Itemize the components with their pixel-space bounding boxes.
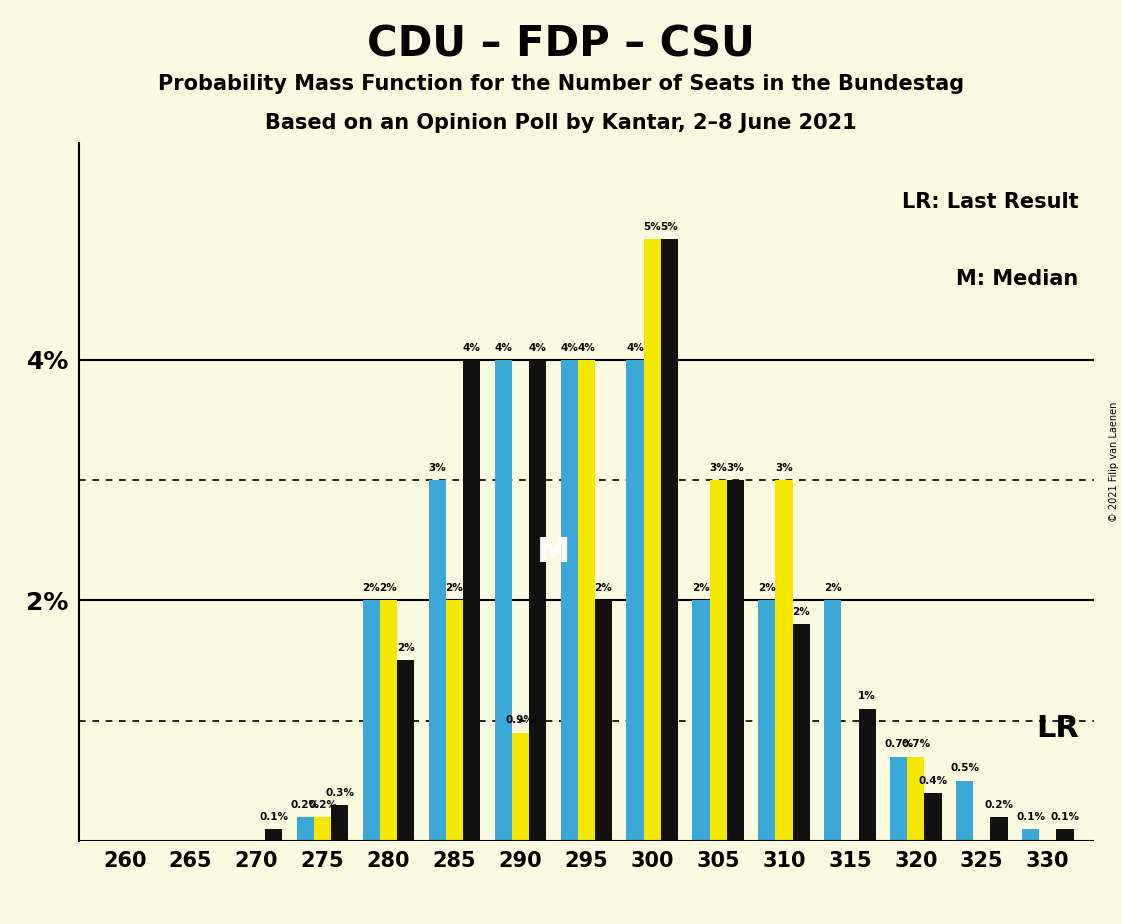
Text: Probability Mass Function for the Number of Seats in the Bundestag: Probability Mass Function for the Number… [158, 74, 964, 94]
Text: 2%: 2% [445, 583, 463, 593]
Text: 3%: 3% [429, 463, 447, 473]
Bar [297, 817, 314, 841]
Bar [956, 781, 973, 841]
Text: 4%: 4% [626, 343, 644, 353]
Text: 0.2%: 0.2% [291, 799, 320, 809]
Text: 5%: 5% [643, 223, 661, 232]
Bar [445, 601, 463, 841]
Text: LR: Last Result: LR: Last Result [902, 192, 1078, 212]
Text: 4%: 4% [528, 343, 546, 353]
Bar [331, 805, 348, 841]
Text: 2%: 2% [792, 607, 810, 617]
Bar [758, 601, 775, 841]
Text: 2%: 2% [379, 583, 397, 593]
Bar [495, 359, 512, 841]
Text: 0.9%: 0.9% [506, 715, 535, 725]
Text: 0.5%: 0.5% [950, 763, 980, 773]
Text: © 2021 Filip van Laenen: © 2021 Filip van Laenen [1110, 402, 1119, 522]
Text: 4%: 4% [462, 343, 480, 353]
Text: 0.7%: 0.7% [884, 739, 913, 749]
Bar [397, 661, 414, 841]
Bar [314, 817, 331, 841]
Text: 0.1%: 0.1% [1017, 811, 1046, 821]
Bar [825, 601, 842, 841]
Bar [362, 601, 380, 841]
Bar [595, 601, 611, 841]
Bar [692, 601, 709, 841]
Text: M: M [536, 536, 570, 568]
Text: 2%: 2% [824, 583, 842, 593]
Bar [991, 817, 1008, 841]
Bar [908, 757, 925, 841]
Bar [512, 733, 528, 841]
Bar [626, 359, 644, 841]
Text: 5%: 5% [661, 223, 678, 232]
Text: 2%: 2% [758, 583, 775, 593]
Text: 3%: 3% [775, 463, 793, 473]
Bar [890, 757, 908, 841]
Bar [380, 601, 397, 841]
Text: 0.3%: 0.3% [325, 787, 355, 797]
Text: 2%: 2% [362, 583, 380, 593]
Text: 0.7%: 0.7% [901, 739, 930, 749]
Bar [644, 239, 661, 841]
Text: 3%: 3% [726, 463, 744, 473]
Text: 0.4%: 0.4% [919, 775, 948, 785]
Text: 4%: 4% [560, 343, 578, 353]
Text: 2%: 2% [595, 583, 613, 593]
Bar [463, 359, 480, 841]
Bar [775, 480, 792, 841]
Bar [792, 625, 810, 841]
Bar [709, 480, 727, 841]
Text: 2%: 2% [692, 583, 710, 593]
Bar [727, 480, 744, 841]
Text: 2%: 2% [397, 643, 414, 653]
Bar [528, 359, 546, 841]
Text: 3%: 3% [709, 463, 727, 473]
Bar [858, 709, 875, 841]
Bar [1057, 829, 1074, 841]
Text: 0.1%: 0.1% [259, 811, 288, 821]
Text: 0.2%: 0.2% [984, 799, 1013, 809]
Text: LR: LR [1036, 714, 1078, 743]
Text: 4%: 4% [578, 343, 595, 353]
Bar [925, 793, 941, 841]
Text: 1%: 1% [858, 691, 876, 701]
Text: 4%: 4% [494, 343, 512, 353]
Text: Based on an Opinion Poll by Kantar, 2–8 June 2021: Based on an Opinion Poll by Kantar, 2–8 … [265, 113, 857, 133]
Text: CDU – FDP – CSU: CDU – FDP – CSU [367, 23, 755, 65]
Bar [429, 480, 445, 841]
Bar [578, 359, 595, 841]
Text: 0.1%: 0.1% [1050, 811, 1079, 821]
Bar [1022, 829, 1039, 841]
Bar [561, 359, 578, 841]
Bar [661, 239, 678, 841]
Text: 0.2%: 0.2% [309, 799, 337, 809]
Text: M: Median: M: Median [956, 269, 1078, 289]
Bar [265, 829, 283, 841]
